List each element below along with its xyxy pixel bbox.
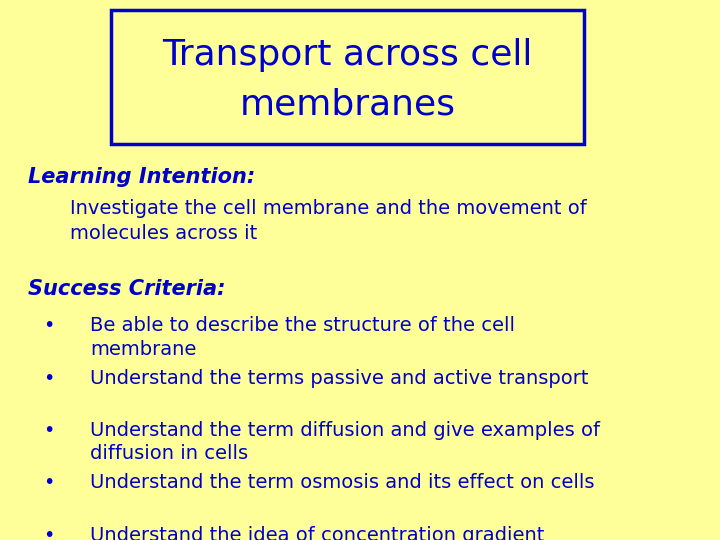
- FancyBboxPatch shape: [112, 10, 584, 145]
- Text: Understand the idea of concentration gradient: Understand the idea of concentration gra…: [91, 525, 545, 540]
- Text: •: •: [43, 525, 55, 540]
- Text: •: •: [43, 421, 55, 440]
- Text: Transport across cell: Transport across cell: [163, 38, 533, 72]
- Text: •: •: [43, 473, 55, 492]
- Text: •: •: [43, 316, 55, 335]
- Text: Understand the terms passive and active transport: Understand the terms passive and active …: [91, 369, 589, 388]
- Text: Be able to describe the structure of the cell
membrane: Be able to describe the structure of the…: [91, 316, 516, 359]
- Text: Investigate the cell membrane and the movement of
molecules across it: Investigate the cell membrane and the mo…: [70, 199, 586, 243]
- Text: Learning Intention:: Learning Intention:: [28, 167, 255, 187]
- Text: •: •: [43, 369, 55, 388]
- Text: Understand the term diffusion and give examples of
diffusion in cells: Understand the term diffusion and give e…: [91, 421, 600, 463]
- Text: Understand the term osmosis and its effect on cells: Understand the term osmosis and its effe…: [91, 473, 595, 492]
- Text: Success Criteria:: Success Criteria:: [28, 279, 225, 299]
- Text: membranes: membranes: [240, 87, 456, 122]
